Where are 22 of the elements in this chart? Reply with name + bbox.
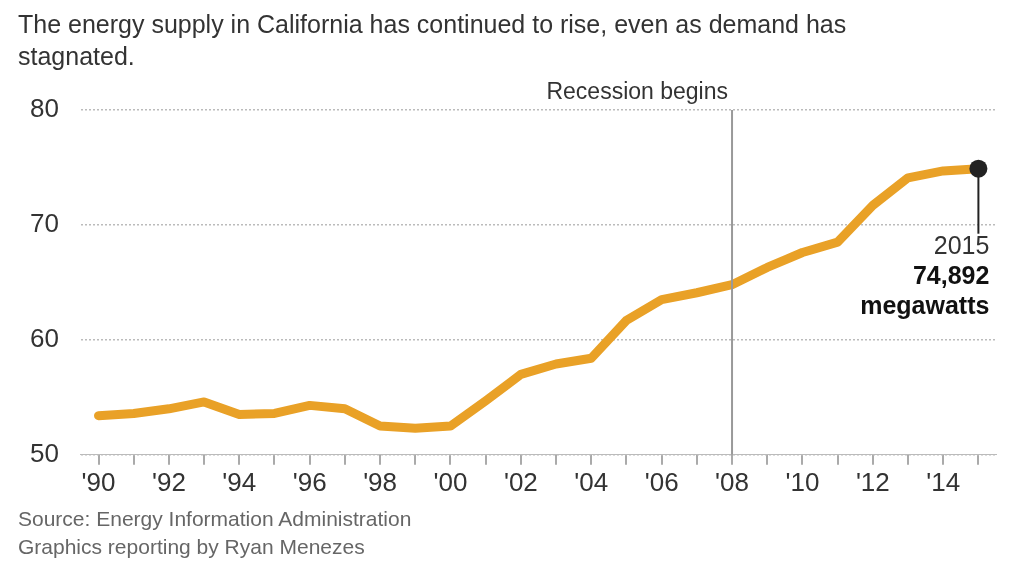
source-note: Source: Energy Information Administration [18,507,412,530]
x-tick-label: '90 [81,466,116,497]
ref-line-label: Recession begins [546,77,729,104]
x-tick-label: '04 [574,466,609,497]
y-tick-label: 70 [30,208,59,239]
y-tick-label: 50 [30,437,59,468]
x-tick-label: '06 [644,466,679,497]
text: Graphics reporting by Ryan Menezes [18,535,365,558]
x-tick-label: '98 [363,466,398,497]
annotation: 2015 74,892 megawatts [860,231,990,320]
x-tick-label: '08 [715,466,749,497]
y-tick-label: 80 [30,93,59,124]
y-tick-label: 60 [30,323,59,354]
x-tick-label: '96 [292,466,327,497]
x-tick-label: '94 [222,466,257,497]
x-tick-label: '92 [151,466,186,497]
x-tick-label: '00 [433,466,468,497]
x-tick-label: '12 [855,466,890,497]
x-tick-label: '10 [785,466,820,497]
chart-title: The energy supply in California has continued to rise, even as demand has stagnated. [18,9,848,72]
x-tick-label: '02 [503,466,538,497]
x-tick-label: '14 [926,466,961,497]
